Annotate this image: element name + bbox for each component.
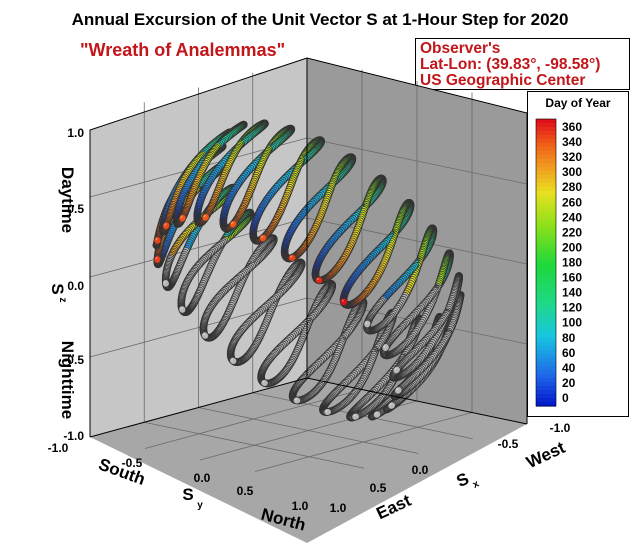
observer-location-name: US Geographic Center [420,72,586,89]
observer-info-box: Observer's Lat-Lon: (39.83°, -98.58°) US… [415,38,630,90]
chart-subtitle: "Wreath of Analemmas" [80,40,286,60]
chart-title: Annual Excursion of the Unit Vector S at… [71,10,569,29]
floor [90,378,527,543]
observer-lat-lon: Lat-Lon: (39.83°, -98.58°) [420,56,601,73]
observer-heading: Observer's [420,40,501,57]
